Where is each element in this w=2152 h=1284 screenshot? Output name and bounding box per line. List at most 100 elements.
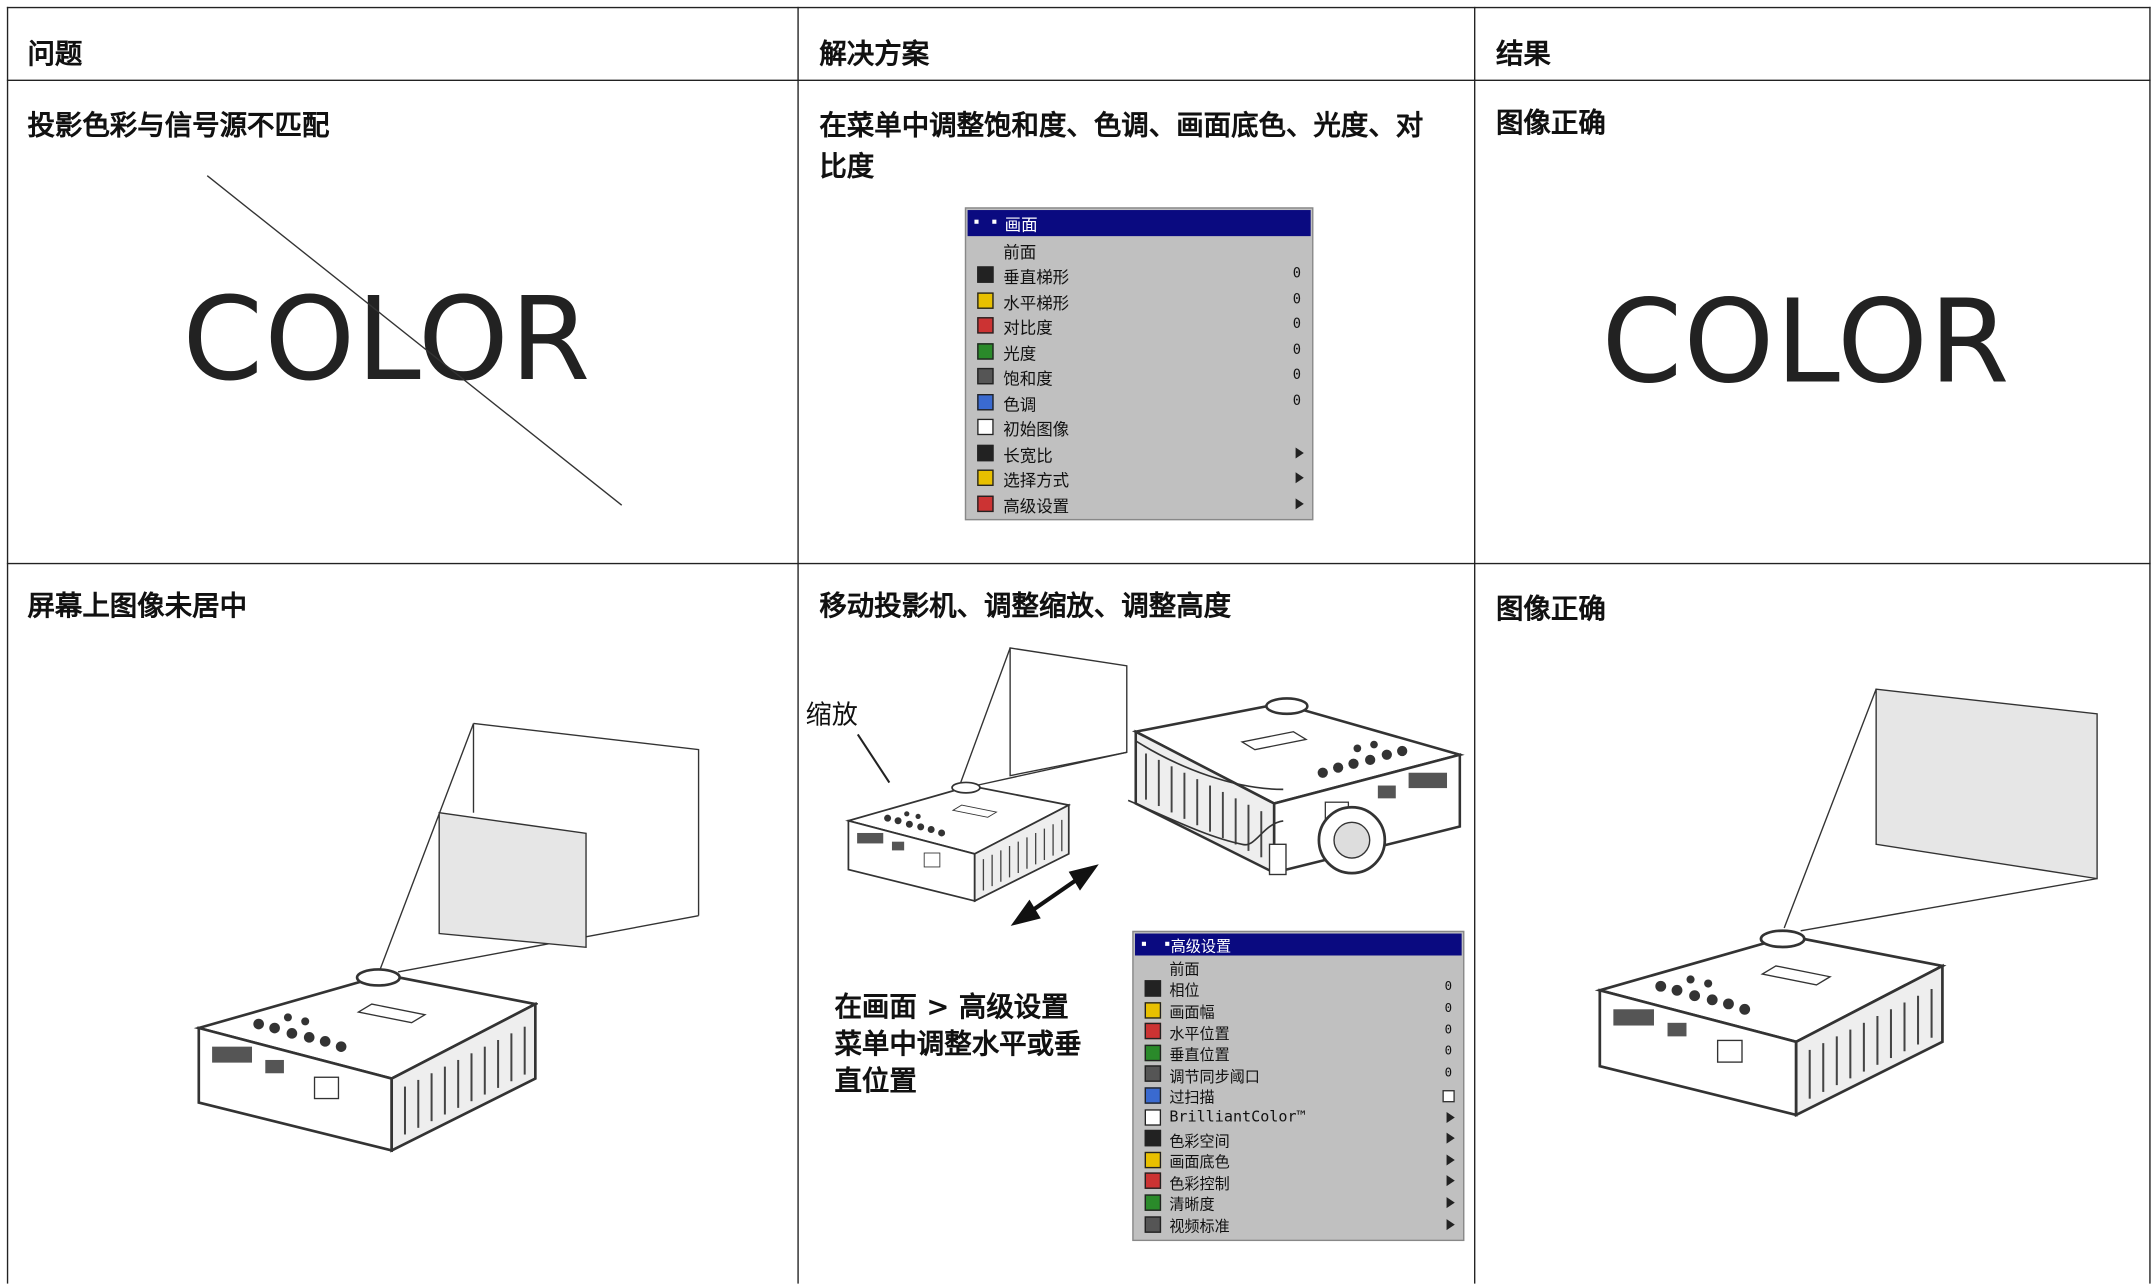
menu-value: 0 bbox=[1444, 1045, 1453, 1059]
menu-item: 清晰度 bbox=[1134, 1192, 1463, 1215]
color-sample: COLOR bbox=[1601, 274, 2011, 410]
beam-line bbox=[379, 723, 475, 970]
menu-value: 0 bbox=[1444, 1066, 1453, 1081]
menu-label: 画面底色 bbox=[1169, 1153, 1230, 1172]
menu-item: 对比度 0 bbox=[966, 313, 1312, 338]
menu-item: 初始图像 bbox=[966, 415, 1312, 440]
menu-icon bbox=[1144, 1130, 1162, 1147]
menu-item: 光度 0 bbox=[966, 338, 1312, 363]
move-arrow bbox=[1010, 864, 1099, 926]
menu-label: 高级设置 bbox=[1003, 496, 1070, 516]
menu-label: 长宽比 bbox=[1003, 445, 1053, 466]
menu-icon bbox=[977, 342, 994, 360]
problem-title: 投影色彩与信号源不匹配 bbox=[27, 108, 330, 142]
menu-item: 色调 0 bbox=[966, 389, 1312, 414]
menu-icon bbox=[977, 495, 994, 512]
menu-value: 0 bbox=[1444, 1002, 1453, 1017]
solution-title: 在菜单中调整饱和度、色调、画面底色、光度、对比度 bbox=[819, 108, 1424, 183]
menu-value: 0 bbox=[1292, 342, 1302, 358]
note-line: 菜单中调整水平或垂 bbox=[834, 1026, 1082, 1060]
callout-label: 缩放 bbox=[805, 700, 858, 731]
column-border bbox=[797, 6, 799, 1284]
menu-label: 前面 bbox=[1003, 242, 1037, 262]
hand bbox=[1127, 740, 1284, 846]
menu-header: 高级设置 bbox=[1135, 933, 1462, 956]
menu-label: 选择方式 bbox=[1003, 471, 1070, 491]
submenu-arrow bbox=[1446, 1154, 1455, 1166]
column-header: 结果 bbox=[1495, 37, 1551, 71]
callout-line bbox=[856, 733, 891, 784]
menu-icon bbox=[1144, 1194, 1162, 1211]
menu-label: 过扫描 bbox=[1169, 1089, 1215, 1108]
menu-icon bbox=[977, 419, 994, 436]
submenu-arrow bbox=[1295, 497, 1304, 509]
projector bbox=[1134, 697, 1462, 874]
table-border bbox=[6, 6, 2151, 9]
menu-title: 画面 bbox=[1004, 215, 1038, 236]
lens bbox=[1317, 805, 1387, 875]
row-border bbox=[6, 562, 2151, 565]
menu-value: 0 bbox=[1292, 266, 1302, 282]
menu-label: 色调 bbox=[1003, 395, 1037, 415]
menu-item: 过扫描 bbox=[1134, 1085, 1463, 1108]
menu-screenshot: 高级设置 前面 相位 0 画面幅 0 水平位置 0 垂直位置 0 调节同步阈口 0 过扫描 Brillia… bbox=[1132, 930, 1465, 1242]
menu-icon bbox=[1144, 1108, 1162, 1126]
menu-label: 水平梯形 bbox=[1003, 293, 1070, 313]
menu-icon bbox=[1144, 1065, 1162, 1083]
menu-value: 0 bbox=[1444, 1023, 1453, 1038]
menu-value: 0 bbox=[1292, 368, 1302, 384]
submenu-arrow bbox=[1446, 1218, 1455, 1230]
menu-item: 长宽比 bbox=[966, 440, 1312, 465]
result-title: 图像正确 bbox=[1495, 591, 1606, 625]
menu-title: 高级设置 bbox=[1170, 938, 1232, 956]
menu-dots bbox=[974, 219, 997, 225]
screen bbox=[1875, 688, 2098, 880]
menu-icon bbox=[1144, 1087, 1162, 1104]
color-sample: COLOR bbox=[182, 271, 592, 407]
row-border bbox=[6, 79, 2151, 81]
menu-label: 色彩空间 bbox=[1169, 1132, 1230, 1150]
menu-label: 色彩控制 bbox=[1169, 1174, 1230, 1193]
menu-label: 水平位置 bbox=[1169, 1025, 1230, 1043]
submenu-arrow bbox=[1446, 1111, 1455, 1123]
menu-item: 水平位置 0 bbox=[1134, 1021, 1463, 1043]
menu-label: 初始图像 bbox=[1003, 420, 1070, 440]
screen bbox=[1009, 647, 1128, 777]
menu-item: 画面幅 0 bbox=[1134, 999, 1463, 1022]
menu-icon bbox=[977, 469, 994, 487]
menu-icon bbox=[1144, 1151, 1162, 1168]
foot bbox=[1268, 843, 1287, 876]
menu-dots bbox=[1141, 941, 1170, 946]
menu-label: 前面 bbox=[1169, 960, 1200, 979]
note-line: 直位置 bbox=[834, 1063, 917, 1097]
menu-item: 画面底色 bbox=[1134, 1149, 1463, 1172]
menu-item: 饱和度 0 bbox=[966, 364, 1312, 389]
column-border bbox=[1474, 6, 1476, 1284]
menu-icon bbox=[1144, 1044, 1162, 1061]
column-header: 解决方案 bbox=[819, 37, 930, 71]
menu-item: BrilliantColor™ bbox=[1134, 1106, 1463, 1127]
menu-icon bbox=[1144, 1172, 1162, 1190]
menu-icon bbox=[977, 444, 994, 461]
menu-icon bbox=[977, 317, 994, 334]
menu-label: 清晰度 bbox=[1169, 1196, 1215, 1215]
checkbox bbox=[1442, 1089, 1455, 1103]
beam-line bbox=[977, 751, 1127, 786]
lens bbox=[1333, 821, 1371, 859]
screen-outline bbox=[473, 722, 700, 916]
beam-line bbox=[1800, 877, 2098, 932]
menu-item: 前面 bbox=[966, 237, 1312, 262]
menu-item: 水平梯形 0 bbox=[966, 288, 1312, 313]
menu-item: 色彩空间 bbox=[1134, 1128, 1463, 1150]
menu-label: 光度 bbox=[1003, 344, 1037, 364]
menu-value: 0 bbox=[1292, 317, 1302, 333]
column-header: 问题 bbox=[27, 37, 83, 71]
menu-label: 相位 bbox=[1169, 982, 1200, 1001]
menu-item: 视频标准 bbox=[1134, 1213, 1463, 1236]
menu-item: 选择方式 bbox=[966, 465, 1312, 490]
note-line: 在画面 > 高级设置 bbox=[834, 989, 1069, 1023]
menu-screenshot: 画面 前面 垂直梯形 0 水平梯形 0 对比度 0 光度 0 饱和度 0 色调 0 初始图像 长宽比 选择方式高… bbox=[964, 207, 1314, 521]
submenu-arrow bbox=[1295, 447, 1304, 459]
menu-label: 饱和度 bbox=[1003, 369, 1053, 389]
